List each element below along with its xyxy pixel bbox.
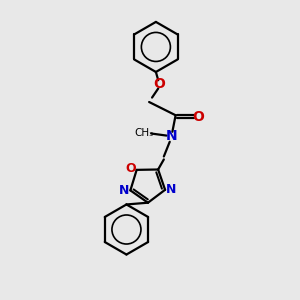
Text: N: N (166, 183, 176, 196)
Text: CH₃: CH₃ (134, 128, 153, 138)
Text: N: N (165, 130, 177, 143)
Text: O: O (154, 77, 165, 91)
Text: N: N (119, 184, 130, 197)
Text: O: O (193, 110, 205, 124)
Text: O: O (125, 162, 136, 175)
